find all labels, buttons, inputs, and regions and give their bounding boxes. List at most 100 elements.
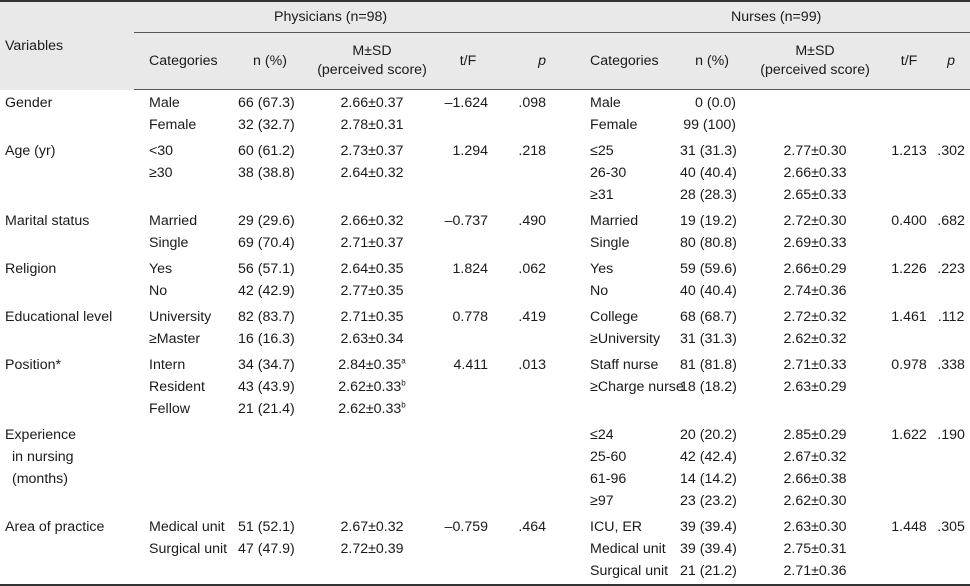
nurse-category: Married Single — [576, 208, 680, 256]
header-p-nurse: p — [932, 32, 970, 90]
nurse-n-value: 19 (19.2) — [680, 210, 737, 232]
nurse-p-value: .302 — [937, 143, 965, 159]
nurse-category: ≤24 25-60 61-96 ≥97 — [576, 422, 680, 514]
phys-p-value — [494, 424, 546, 446]
phys-category-value: Married — [149, 210, 238, 232]
phys-p-value: .464 — [518, 519, 546, 535]
phys-category-text: Intern — [149, 357, 186, 373]
nurse-category-value: Medical unit — [590, 538, 680, 560]
nurse-n-text: 80 (80.8) — [680, 235, 737, 251]
nurse-n-value: 23 (23.2) — [680, 490, 737, 512]
nurse-p-value: .305 — [937, 519, 965, 535]
nurse-category-text: Yes — [590, 261, 614, 277]
nurse-tf: 1.448 — [886, 514, 933, 586]
variable-label: in nursing — [12, 449, 74, 465]
phys-p: .098 — [494, 90, 558, 139]
nurse-category-text: ICU, ER — [590, 519, 643, 535]
nurse-n-text: 31 (31.3) — [680, 331, 737, 347]
variable-label: Educational level — [5, 309, 113, 325]
nurse-n: 20 (20.2) 42 (42.4) 14 (14.2) 23 (23.2) — [680, 422, 744, 514]
nurse-msd: 2.72±0.32 2.62±0.32 — [744, 304, 886, 352]
phys-category: University ≥Master — [134, 304, 238, 352]
nurse-n-text: 99 (100) — [683, 117, 737, 133]
nurse-n-text: 23 (23.2) — [680, 493, 737, 509]
nurse-n-value: 18 (18.2) — [680, 376, 737, 398]
nurse-category: Staff nurse ≥Charge nurse — [576, 352, 684, 422]
nurse-msd-value: 2.71±0.33 — [744, 354, 886, 376]
nurse-category-value: Single — [590, 232, 680, 254]
nurse-category-text: ≥97 — [590, 493, 614, 509]
nurse-msd-text: 2.71±0.33 — [783, 357, 847, 373]
nurse-category: Yes No — [576, 256, 680, 304]
phys-category-text: Fellow — [149, 401, 190, 417]
phys-msd: 2.71±0.35 2.63±0.34 — [302, 304, 442, 352]
phys-msd-value: 2.77±0.35 — [302, 280, 442, 302]
nurse-n-value: 81 (81.8) — [680, 354, 737, 376]
nurse-n: 68 (68.7) 31 (31.3) — [680, 304, 744, 352]
nurse-msd-text: 2.77±0.30 — [783, 143, 847, 159]
nurse-n-value: 40 (40.4) — [680, 280, 737, 302]
nurse-msd-value: 2.66±0.38 — [744, 468, 886, 490]
phys-category-value: ≥Master — [149, 328, 238, 350]
table-row: Marital status Married Single 29 (29.6) 69 (… — [0, 208, 970, 256]
nurse-n-value: 99 (100) — [680, 114, 736, 136]
nurse-category-value: ≥Charge nurse — [590, 376, 684, 398]
phys-p-value: .098 — [518, 95, 546, 111]
header-gap — [558, 32, 577, 90]
header-variables: Variables — [0, 0, 134, 90]
phys-msd: 2.73±0.37 2.64±0.32 — [302, 138, 442, 208]
nurse-n-value: 80 (80.8) — [680, 232, 737, 254]
nurse-msd-text: 2.72±0.30 — [783, 213, 847, 229]
phys-n-value: 51 (52.1) — [238, 516, 295, 538]
nurse-category-text: Female — [590, 117, 638, 133]
nurse-p-value: .338 — [937, 357, 965, 373]
phys-n: 82 (83.7) 16 (16.3) — [238, 304, 302, 352]
superscript-marker: b — [401, 400, 406, 410]
phys-category-value: University — [149, 306, 238, 328]
nurse-msd-value: 2.65±0.33 — [744, 184, 886, 206]
phys-n-value: 42 (42.9) — [238, 280, 295, 302]
nurse-category-text: Single — [590, 235, 630, 251]
nurse-n-value: 0 (0.0) — [680, 92, 736, 114]
nurse-tf: 1.226 — [886, 256, 932, 304]
phys-p: .490 — [494, 208, 558, 256]
phys-tf-value — [442, 424, 488, 446]
nurse-msd-text: 2.63±0.29 — [783, 379, 847, 395]
nurse-msd-text: 2.75±0.31 — [783, 541, 847, 557]
nurse-p: .190 — [932, 422, 970, 514]
nurse-msd-value: 2.72±0.30 — [744, 210, 886, 232]
phys-n-value: 21 (21.4) — [238, 398, 295, 420]
nurse-p: .302 — [932, 138, 970, 208]
nurse-tf-value: 1.213 — [891, 143, 927, 159]
nurse-category-text: 25-60 — [590, 449, 627, 465]
nurse-n: 19 (19.2) 80 (80.8) — [680, 208, 744, 256]
nurse-msd-text: 2.69±0.33 — [783, 235, 847, 251]
nurse-category-value: No — [590, 280, 680, 302]
phys-msd-text: 2.84±0.35 — [338, 357, 402, 373]
nurse-p: .112 — [932, 304, 970, 352]
column-gap — [558, 256, 576, 304]
nurse-msd-text: 2.65±0.33 — [783, 187, 847, 203]
nurse-msd-text: 2.66±0.29 — [783, 261, 847, 277]
nurse-category: College ≥University — [576, 304, 680, 352]
nurse-n-text: 39 (39.4) — [680, 519, 737, 535]
phys-msd-text: 2.62±0.33 — [338, 379, 402, 395]
nurse-category-text: ≤25 — [590, 143, 614, 159]
nurse-tf: 1.622 — [886, 422, 932, 514]
nurse-n-text: 39 (39.4) — [680, 541, 737, 557]
nurse-p: .682 — [932, 208, 970, 256]
phys-p-value: .013 — [518, 357, 546, 373]
phys-n-text: 42 (42.9) — [238, 283, 295, 299]
phys-msd-text: 2.64±0.35 — [340, 261, 404, 277]
nurse-msd-text: 2.63±0.30 — [783, 519, 847, 535]
phys-p-value: .419 — [518, 309, 546, 325]
table-row: Experience in nursing (months) ≤24 25-60 61-9… — [0, 422, 970, 514]
nurse-msd-text: 2.66±0.33 — [783, 165, 847, 181]
phys-tf-value: –1.624 — [444, 95, 488, 111]
nurse-msd-value — [744, 92, 886, 114]
phys-n: 51 (52.1) 47 (47.9) — [238, 514, 302, 586]
column-gap — [558, 138, 576, 208]
nurse-msd: 2.63±0.30 2.75±0.31 2.71±0.36 — [744, 514, 887, 586]
phys-msd-value: 2.67±0.32 — [302, 516, 442, 538]
nurse-n-text: 42 (42.4) — [680, 449, 737, 465]
